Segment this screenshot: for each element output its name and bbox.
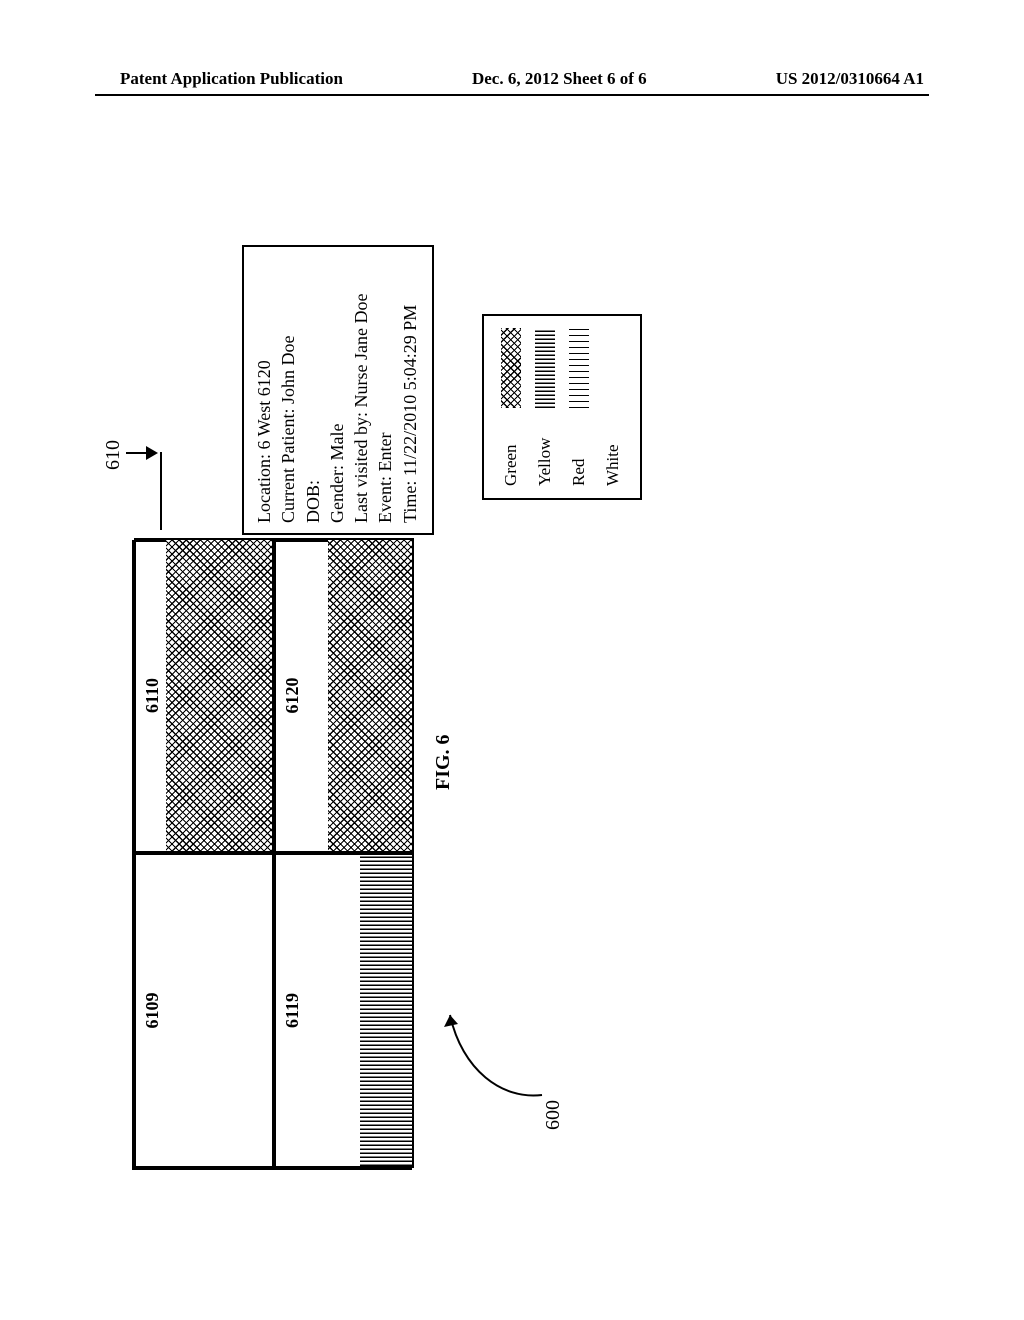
cell-6109-label: 6109 — [142, 855, 163, 1166]
page: Patent Application Publication Dec. 6, 2… — [0, 0, 1024, 1320]
legend-row-red: Red — [562, 328, 596, 486]
callout-610-line-h — [160, 452, 162, 530]
ref-600-curve — [442, 990, 552, 1110]
info-location: Location: 6 West 6120 — [252, 257, 276, 523]
callout-610-label: 610 — [102, 440, 125, 470]
legend-label-red: Red — [569, 426, 589, 486]
info-patient: Current Patient: John Doe — [276, 257, 300, 523]
callout-610-arrowhead — [144, 446, 158, 460]
room-grid: 6109 6110 6119 6120 — [132, 540, 412, 1170]
header-center: Dec. 6, 2012 Sheet 6 of 6 — [343, 69, 776, 89]
header-right: US 2012/0310664 A1 — [776, 69, 924, 89]
header-rule — [95, 94, 929, 96]
legend-label-yellow: Yellow — [535, 426, 555, 486]
cell-6120: 6120 — [274, 538, 414, 853]
figure-6: 610 6109 6110 6119 6120 — [132, 150, 892, 1170]
figure-caption: FIG. 6 — [432, 734, 455, 790]
cell-6119: 6119 — [274, 853, 414, 1168]
info-event: Event: Enter — [373, 257, 397, 523]
info-visitedby: Last visited by: Nurse Jane Doe — [349, 257, 373, 523]
cell-6119-fill — [360, 855, 412, 1166]
info-dob: DOB: — [301, 257, 325, 523]
legend: Green Yellow Red White — [482, 314, 642, 500]
legend-row-yellow: Yellow — [528, 328, 562, 486]
legend-label-green: Green — [501, 426, 521, 486]
cell-6110-fill — [166, 540, 272, 851]
legend-swatch-white — [603, 328, 623, 408]
legend-swatch-yellow — [535, 328, 555, 408]
cell-6119-label: 6119 — [282, 855, 303, 1166]
legend-label-white: White — [603, 426, 623, 486]
cell-6120-label: 6120 — [282, 540, 303, 851]
header-left: Patent Application Publication — [120, 69, 343, 89]
patient-info-box: Location: 6 West 6120 Current Patient: J… — [242, 245, 434, 535]
cell-6109: 6109 — [134, 853, 274, 1168]
info-time: Time: 11/22/2010 5:04:29 PM — [398, 257, 422, 523]
cell-6120-fill — [328, 540, 412, 851]
cell-6110-label: 6110 — [142, 540, 163, 851]
cell-6110: 6110 — [134, 538, 274, 853]
legend-swatch-red — [569, 328, 589, 408]
legend-swatch-green — [501, 328, 521, 408]
page-header: Patent Application Publication Dec. 6, 2… — [0, 64, 1024, 94]
legend-row-green: Green — [494, 328, 528, 486]
legend-row-white: White — [596, 328, 630, 486]
info-gender: Gender: Male — [325, 257, 349, 523]
